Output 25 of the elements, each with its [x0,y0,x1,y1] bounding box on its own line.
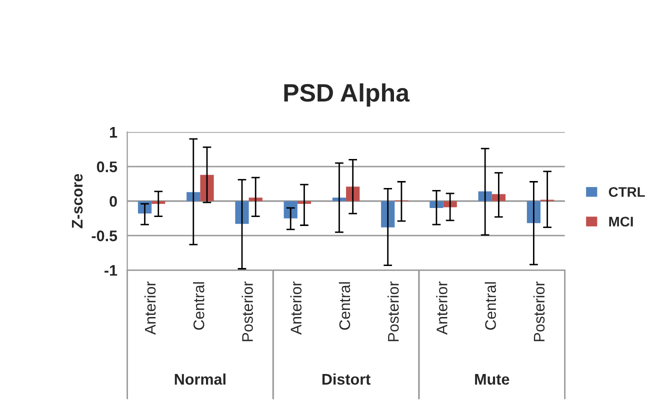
legend-label: CTRL [608,187,645,197]
text: Distort [322,374,370,385]
y-axis-title: Z-score [72,174,83,228]
y-tick-label: 1 [110,127,118,138]
y-tick-label: -1 [104,265,118,276]
chart-title: PSD Alpha [284,83,410,107]
x-tick-label: Posterior [388,281,399,342]
x-tick-label: Posterior [242,281,253,342]
y-tick-label: 0 [110,196,117,207]
x-tick-label: Central [193,282,204,330]
bar [284,201,298,218]
legend-label: MCI [609,216,633,227]
bar [235,201,249,224]
bar [430,201,444,208]
text: Mute [475,374,510,385]
x-tick-label: Central [484,282,496,330]
y-tick-label: -0.5 [92,230,118,242]
x-tick-label: Anterior [290,281,302,335]
x-tick-label: Posterior [533,281,545,342]
x-tick-label: Central [338,282,350,330]
x-tick-label: Anterior [436,281,448,335]
x-tick-label: Anterior [144,281,156,335]
text: Normal [174,374,226,385]
bar [200,174,214,202]
y-tick-label: 0.5 [96,161,118,172]
